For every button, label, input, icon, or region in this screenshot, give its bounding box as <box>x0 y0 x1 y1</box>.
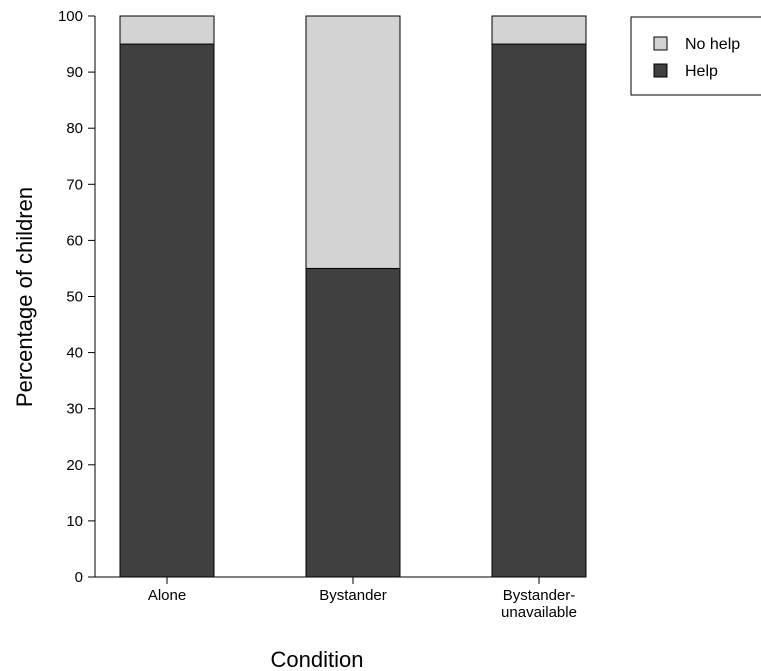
legend-swatch-help <box>653 63 668 78</box>
bar-alone-help <box>119 43 215 578</box>
bar-bystander-unavailable-no-help <box>491 15 587 45</box>
x-tick-label-alone: Alone <box>148 587 186 604</box>
y-tick-label: 10 <box>66 513 83 530</box>
y-tick-label: 30 <box>66 401 83 418</box>
y-tick-label: 70 <box>66 176 83 193</box>
bar-bystander-unavailable-help <box>491 43 587 578</box>
y-tick-label: 50 <box>66 289 83 306</box>
axes-layer <box>88 15 585 584</box>
legend-box <box>630 16 761 96</box>
y-tick-label: 40 <box>66 345 83 362</box>
bar-alone-no-help <box>119 15 215 45</box>
legend-label-help: Help <box>685 63 718 80</box>
legend: No help Help <box>630 16 761 96</box>
labels-layer: 0 10 20 30 40 50 60 70 80 90 100 Alone Bystander Byst… <box>12 8 577 671</box>
y-tick-label: 90 <box>66 64 83 81</box>
y-tick-label: 100 <box>58 8 83 25</box>
x-axis-title: Condition <box>271 647 364 671</box>
y-tick-label: 80 <box>66 120 83 137</box>
bars-layer <box>119 15 587 578</box>
y-tick-label: 60 <box>66 232 83 249</box>
y-axis-title: Percentage of children <box>12 187 37 407</box>
x-tick-label-bystander: Bystander <box>319 587 387 604</box>
x-tick-label-bystander-unavailable: Bystander-unavailable <box>501 587 577 621</box>
y-tick-label: 20 <box>66 457 83 474</box>
bar-bystander-help <box>305 267 401 578</box>
y-tick-label: 0 <box>75 569 83 586</box>
bar-bystander-no-help <box>305 15 401 269</box>
legend-swatch-no-help <box>653 36 668 51</box>
legend-label-no-help: No help <box>685 36 740 53</box>
